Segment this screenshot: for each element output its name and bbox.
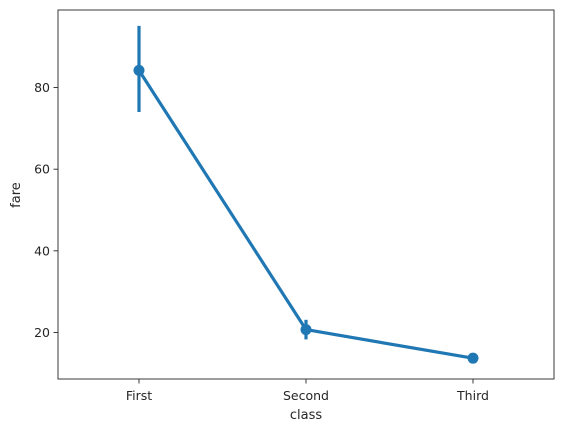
x-tick-label: Second [283,388,329,403]
series-line [137,69,474,360]
y-tick-label: 80 [34,80,50,95]
x-tick-label: First [126,388,152,403]
y-tick-label: 40 [34,243,50,258]
y-tick-label: 20 [34,325,50,340]
series-line-group [133,64,479,364]
data-point [300,324,312,336]
x-axis-ticks: First Second Third [126,379,489,403]
data-point [467,352,479,364]
plot-frame [57,9,555,380]
y-axis-ticks: 20 40 60 80 [34,80,58,340]
error-bars [137,25,475,363]
data-point [133,64,145,76]
x-tick-label: Third [456,388,489,403]
x-axis-label: class [290,408,322,423]
y-tick-label: 60 [34,162,50,177]
y-axis-label: fare [9,182,24,208]
